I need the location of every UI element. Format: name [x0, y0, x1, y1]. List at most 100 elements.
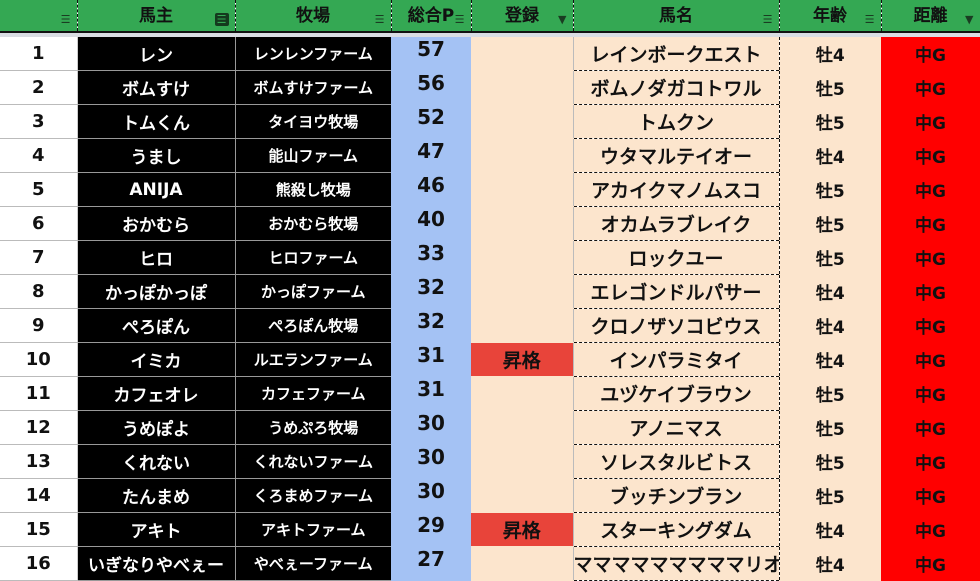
- header-horse-name[interactable]: 馬名 ☰: [573, 0, 780, 33]
- registration-cell[interactable]: [471, 546, 574, 581]
- horse-name-cell[interactable]: オカムラブレイク: [572, 206, 780, 241]
- age-cell[interactable]: 牡5: [779, 410, 881, 445]
- row-number[interactable]: 1: [0, 37, 78, 71]
- distance-cell[interactable]: 中G: [881, 172, 980, 207]
- registration-cell[interactable]: 昇格: [471, 342, 574, 377]
- points-cell[interactable]: 57: [391, 37, 471, 71]
- age-cell[interactable]: 牡4: [779, 308, 881, 343]
- horse-name-cell[interactable]: ウタマルテイオー: [572, 138, 780, 173]
- filter-active-icon[interactable]: ▼: [558, 13, 567, 26]
- distance-cell[interactable]: 中G: [881, 376, 980, 411]
- owner-cell[interactable]: イミカ: [77, 342, 236, 377]
- points-cell[interactable]: 30: [391, 444, 471, 479]
- registration-cell[interactable]: [471, 172, 574, 207]
- distance-cell[interactable]: 中G: [881, 274, 980, 309]
- farm-cell[interactable]: 熊殺し牧場: [235, 172, 391, 207]
- age-cell[interactable]: 牡5: [779, 104, 881, 139]
- registration-cell[interactable]: [471, 376, 574, 411]
- farm-cell[interactable]: くろまめファーム: [235, 478, 391, 513]
- header-owner[interactable]: 馬主 ☰: [77, 0, 236, 33]
- filter-active-icon[interactable]: ☰: [214, 13, 229, 26]
- row-number[interactable]: 3: [0, 104, 78, 139]
- horse-name-cell[interactable]: ロックユー: [572, 240, 780, 275]
- age-cell[interactable]: 牡4: [779, 342, 881, 377]
- registration-cell[interactable]: [471, 274, 574, 309]
- age-cell[interactable]: 牡5: [779, 444, 881, 479]
- owner-cell[interactable]: いぎなりやべぇー: [77, 546, 236, 581]
- owner-cell[interactable]: レン: [77, 37, 236, 71]
- distance-cell[interactable]: 中G: [881, 546, 980, 581]
- filter-icon[interactable]: ☰: [374, 13, 385, 26]
- age-cell[interactable]: 牡4: [779, 138, 881, 173]
- points-cell[interactable]: 27: [391, 546, 471, 581]
- header-age[interactable]: 年齢 ☰: [779, 0, 882, 33]
- distance-cell[interactable]: 中G: [881, 444, 980, 479]
- points-cell[interactable]: 56: [391, 70, 471, 105]
- owner-cell[interactable]: かっぽかっぽ: [77, 274, 236, 309]
- horse-name-cell[interactable]: アノニマス: [572, 410, 780, 445]
- points-cell[interactable]: 52: [391, 104, 471, 139]
- horse-name-cell[interactable]: レインボークエスト: [572, 37, 780, 71]
- owner-cell[interactable]: カフェオレ: [77, 376, 236, 411]
- row-number[interactable]: 12: [0, 410, 78, 445]
- age-cell[interactable]: 牡5: [779, 206, 881, 241]
- distance-cell[interactable]: 中G: [881, 342, 980, 377]
- row-number[interactable]: 14: [0, 478, 78, 513]
- age-cell[interactable]: 牡5: [779, 172, 881, 207]
- header-registration[interactable]: 登録 ▼: [471, 0, 574, 33]
- points-cell[interactable]: 31: [391, 376, 471, 411]
- horse-name-cell[interactable]: クロノザソコビウス: [572, 308, 780, 343]
- filter-active-icon[interactable]: ▼: [965, 13, 974, 26]
- farm-cell[interactable]: カフェファーム: [235, 376, 391, 411]
- points-cell[interactable]: 30: [391, 478, 471, 513]
- owner-cell[interactable]: おかむら: [77, 206, 236, 241]
- age-cell[interactable]: 牡5: [779, 240, 881, 275]
- points-cell[interactable]: 32: [391, 274, 471, 309]
- owner-cell[interactable]: ボムすけ: [77, 70, 236, 105]
- row-number[interactable]: 4: [0, 138, 78, 173]
- row-number[interactable]: 5: [0, 172, 78, 207]
- registration-cell[interactable]: [471, 410, 574, 445]
- horse-name-cell[interactable]: ブッチンブラン: [572, 478, 780, 513]
- row-number[interactable]: 8: [0, 274, 78, 309]
- registration-cell[interactable]: [471, 70, 574, 105]
- filter-icon[interactable]: ☰: [762, 13, 773, 26]
- owner-cell[interactable]: トムくん: [77, 104, 236, 139]
- distance-cell[interactable]: 中G: [881, 410, 980, 445]
- row-number[interactable]: 2: [0, 70, 78, 105]
- points-cell[interactable]: 47: [391, 138, 471, 173]
- horse-name-cell[interactable]: アカイクマノムスコ: [572, 172, 780, 207]
- owner-cell[interactable]: うまし: [77, 138, 236, 173]
- filter-icon[interactable]: ☰: [60, 13, 71, 26]
- horse-name-cell[interactable]: インパラミタイ: [572, 342, 780, 377]
- row-number[interactable]: 6: [0, 206, 78, 241]
- farm-cell[interactable]: おかむら牧場: [235, 206, 391, 241]
- owner-cell[interactable]: ANIJA: [77, 172, 236, 207]
- horse-name-cell[interactable]: ボムノダガコトワル: [572, 70, 780, 105]
- farm-cell[interactable]: タイヨウ牧場: [235, 104, 391, 139]
- age-cell[interactable]: 牡4: [779, 274, 881, 309]
- owner-cell[interactable]: うめぽよ: [77, 410, 236, 445]
- age-cell[interactable]: 牡4: [779, 512, 881, 547]
- registration-cell[interactable]: 昇格: [471, 512, 574, 547]
- age-cell[interactable]: 牡5: [779, 376, 881, 411]
- distance-cell[interactable]: 中G: [881, 240, 980, 275]
- row-number[interactable]: 11: [0, 376, 78, 411]
- row-number[interactable]: 9: [0, 308, 78, 343]
- header-farm[interactable]: 牧場 ☰: [235, 0, 392, 33]
- horse-name-cell[interactable]: トムクン: [572, 104, 780, 139]
- horse-name-cell[interactable]: ソレスタルビトス: [572, 444, 780, 479]
- points-cell[interactable]: 29: [391, 512, 471, 547]
- distance-cell[interactable]: 中G: [881, 138, 980, 173]
- distance-cell[interactable]: 中G: [881, 512, 980, 547]
- points-cell[interactable]: 33: [391, 240, 471, 275]
- age-cell[interactable]: 牡5: [779, 70, 881, 105]
- registration-cell[interactable]: [471, 240, 574, 275]
- row-number[interactable]: 15: [0, 512, 78, 547]
- distance-cell[interactable]: 中G: [881, 308, 980, 343]
- owner-cell[interactable]: たんまめ: [77, 478, 236, 513]
- points-cell[interactable]: 40: [391, 206, 471, 241]
- header-total-points[interactable]: 総合P ☰: [391, 0, 472, 33]
- registration-cell[interactable]: [471, 37, 574, 71]
- farm-cell[interactable]: ヒロファーム: [235, 240, 391, 275]
